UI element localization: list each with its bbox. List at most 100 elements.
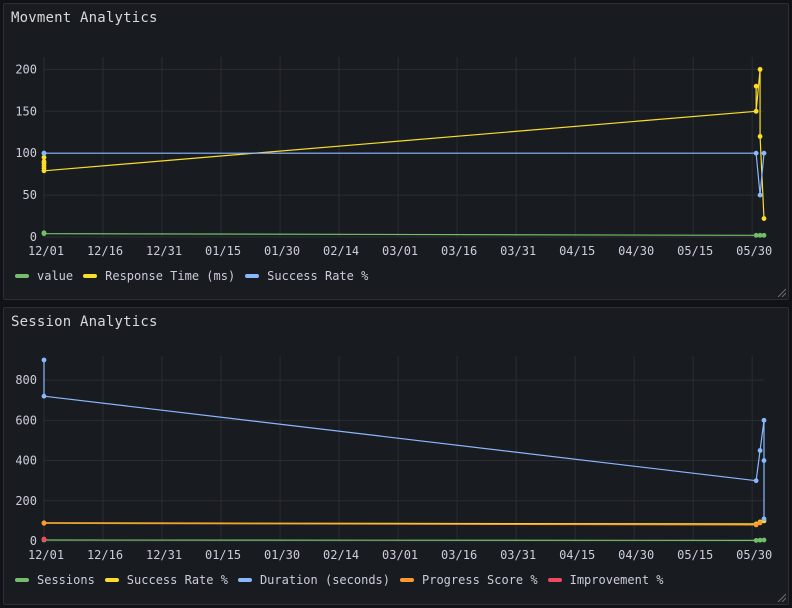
data-point[interactable] [761, 216, 767, 221]
x-tick-label: 03/16 [441, 548, 477, 562]
data-point[interactable] [41, 520, 47, 526]
session-analytics-chart: 0 200 400 600 800 12/01 12/16 12/31 01/15 01/30 02… [15, 356, 772, 562]
y-tick-label: 200 [15, 62, 37, 76]
session-analytics-panel: Session Analytics 0 200 400 600 800 12/01 12/1… [3, 307, 789, 605]
series-line-duration-seconds [43, 360, 765, 519]
x-tick-label: 01/30 [264, 548, 300, 562]
legend-label: Success Rate % [267, 269, 369, 283]
legend-swatch [15, 274, 29, 278]
legend-item[interactable]: Progress Score % [400, 573, 538, 587]
resize-handle-icon[interactable] [776, 287, 786, 297]
legend-item[interactable]: Duration (seconds) [237, 573, 390, 587]
data-point[interactable] [757, 66, 763, 72]
data-point[interactable] [753, 108, 759, 114]
x-tick-label: 05/15 [677, 244, 713, 258]
x-tick-label: 04/15 [559, 548, 595, 562]
x-tick-label: 04/30 [618, 244, 654, 258]
data-point[interactable] [757, 134, 763, 139]
y-tick-label: 0 [30, 534, 37, 548]
data-point[interactable] [757, 537, 763, 543]
legend-swatch [237, 578, 252, 582]
x-tick-label: 04/30 [618, 548, 654, 562]
x-tick-label: 01/15 [205, 548, 241, 562]
legend-swatch [83, 274, 98, 278]
x-tick-label: 03/01 [382, 244, 418, 258]
data-point[interactable] [41, 231, 47, 237]
x-tick-label: 03/31 [500, 548, 536, 562]
data-point[interactable] [753, 522, 759, 528]
legend-label: Improvement % [569, 573, 664, 587]
data-point[interactable] [761, 458, 767, 463]
data-point[interactable] [757, 520, 763, 526]
movement-analytics-chart: 0 50 100 150 200 12/01 12/16 12/31 01/15 01/30 02/… [15, 57, 772, 258]
x-tick-label: 12/01 [28, 548, 64, 562]
data-point[interactable] [757, 232, 763, 238]
x-tick-label: 12/31 [146, 548, 182, 562]
x-tick-label: 04/15 [559, 244, 595, 258]
legend-label: value [37, 269, 74, 283]
y-tick-label: 50 [23, 188, 37, 202]
legend-label: Success Rate % [126, 573, 228, 587]
legend-swatch [547, 578, 562, 582]
panel-title: Movment Analytics [11, 10, 158, 26]
data-point[interactable] [41, 154, 47, 160]
data-point[interactable] [753, 150, 759, 156]
y-tick-label: 100 [15, 146, 37, 160]
x-tick-label: 02/14 [323, 244, 359, 258]
y-tick-label: 0 [30, 230, 37, 244]
x-tick-label: 02/14 [323, 548, 359, 562]
y-tick-label: 200 [15, 494, 37, 508]
legend-label: Sessions [37, 573, 95, 587]
data-point[interactable] [761, 150, 767, 156]
legend-item[interactable]: value [15, 269, 73, 283]
data-point[interactable] [41, 168, 47, 174]
legend-swatch [400, 578, 414, 582]
x-tick-label: 01/15 [205, 244, 241, 258]
legend-item[interactable]: Improvement % [547, 573, 664, 587]
x-tick-label: 01/30 [264, 244, 300, 258]
x-tick-label: 05/15 [677, 548, 713, 562]
y-tick-label: 400 [15, 454, 37, 468]
x-tick-label: 12/01 [28, 244, 64, 258]
data-point[interactable] [761, 516, 767, 522]
legend-item[interactable]: Success Rate % [245, 269, 368, 283]
legend-label: Progress Score % [422, 573, 538, 587]
chart-legend: value Response Time (ms) Success Rate % [15, 269, 368, 283]
data-point[interactable] [761, 537, 767, 543]
x-tick-label: 12/16 [87, 244, 123, 258]
legend-swatch [245, 274, 260, 278]
x-tick-label: 03/01 [382, 548, 418, 562]
y-tick-label: 600 [15, 413, 37, 427]
panel-title: Session Analytics [11, 314, 158, 330]
x-tick-label: 03/16 [441, 244, 477, 258]
data-point[interactable] [41, 393, 47, 399]
data-point[interactable] [753, 478, 759, 484]
data-point[interactable] [757, 448, 763, 453]
series-line-value [43, 232, 764, 236]
data-point[interactable] [753, 232, 759, 238]
series-line-success-rate [44, 152, 765, 196]
legend-item[interactable]: Sessions [15, 573, 95, 587]
x-tick-label: 12/31 [146, 244, 182, 258]
legend-swatch [15, 578, 29, 582]
legend-item[interactable]: Success Rate % [104, 573, 228, 587]
legend-label: Response Time (ms) [105, 269, 236, 283]
x-tick-label: 05/30 [736, 244, 772, 258]
series-line-response-time-ms [43, 68, 765, 219]
x-tick-label: 03/31 [500, 244, 536, 258]
data-point[interactable] [41, 357, 47, 363]
data-point[interactable] [41, 536, 47, 542]
y-tick-label: 150 [15, 104, 37, 118]
data-point[interactable] [753, 83, 759, 89]
movement-analytics-panel: Movment Analytics 0 50 100 150 200 12/01 12/16… [3, 3, 789, 300]
data-point[interactable] [761, 232, 767, 238]
legend-item[interactable]: Response Time (ms) [83, 269, 235, 283]
x-tick-label: 05/30 [736, 548, 772, 562]
x-tick-label: 12/16 [87, 548, 123, 562]
data-point[interactable] [753, 537, 759, 543]
data-point[interactable] [41, 150, 47, 156]
data-point[interactable] [757, 192, 763, 198]
resize-handle-icon[interactable] [776, 592, 786, 602]
data-point[interactable] [761, 417, 767, 423]
legend-label: Duration (seconds) [259, 573, 390, 587]
